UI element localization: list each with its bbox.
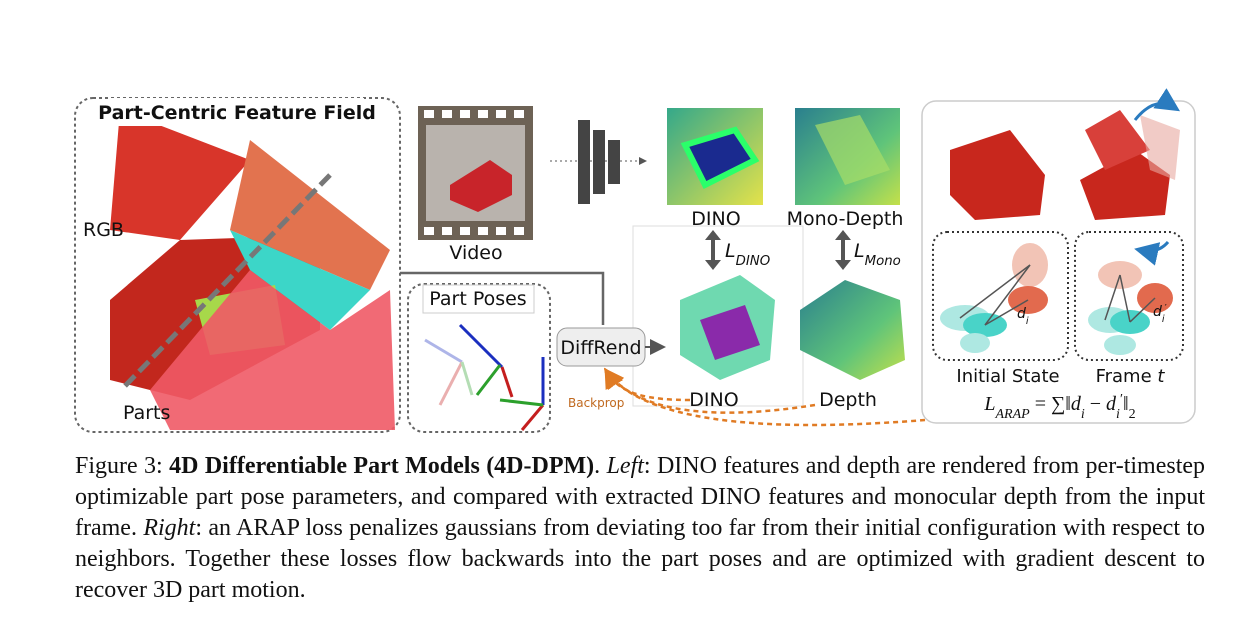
text-run: Left <box>606 453 644 479</box>
text-run: 4D Differentiable Part Models (4D-DPM) <box>169 453 595 479</box>
text-run: : an ARAP loss penalizes gaussians from … <box>75 515 1205 603</box>
video-label: Video <box>449 242 502 264</box>
backprop-label: Backprop <box>568 396 624 410</box>
text-run: d <box>1106 393 1117 415</box>
pose-connector <box>400 271 605 325</box>
text-run: ′ <box>1165 303 1167 314</box>
initial-label: Initial State <box>956 366 1059 387</box>
dino-chest <box>680 126 760 190</box>
text-run: : DINO features and depth are rendered f… <box>75 453 1206 541</box>
text-run: . <box>594 453 607 479</box>
mono-loss: LMono <box>854 240 901 269</box>
arap-loss: LARAP = ∑‖di − di′‖2 <box>983 392 1135 422</box>
text-run: i <box>1081 407 1085 422</box>
loss-arrows <box>711 240 845 260</box>
panel-title: Part-Centric Feature Field <box>98 102 376 124</box>
depth-chest <box>815 115 890 185</box>
text-run: L <box>983 393 995 415</box>
frame-label: Frame t <box>1096 366 1166 387</box>
text-run: Mono <box>865 254 901 269</box>
text-run: i <box>1026 316 1029 327</box>
text-run: Figure 3: <box>75 453 170 479</box>
text-run: i <box>1116 407 1120 422</box>
backprop-arrows <box>603 367 926 427</box>
dino-target-label: DINO <box>691 208 740 230</box>
depth-target-label: Mono-Depth <box>787 208 904 230</box>
text-run: t <box>1157 366 1165 387</box>
text-run: d <box>1071 393 1082 415</box>
distance-prime: di′ <box>1153 303 1167 325</box>
rgb-label: RGB <box>83 219 124 241</box>
caption: Figure 3: 4D Differentiable Part Models … <box>75 451 1205 606</box>
text-run: ′ <box>1120 392 1123 407</box>
video-filmstrip: Video <box>418 106 533 264</box>
arap-panel: di di′ Initial State Frame t LARAP = ∑‖d… <box>921 88 1196 424</box>
parts-label: Parts <box>123 402 170 424</box>
text-run: i <box>1162 314 1165 325</box>
text-run: = ∑‖ <box>1030 393 1071 415</box>
depth-render-label: Depth <box>819 389 877 411</box>
text-run: L <box>854 240 865 262</box>
text-run: DINO <box>736 254 771 269</box>
rendered-depth <box>800 280 905 380</box>
figure: Part-Centric Feature Field RGB Parts Vid… <box>74 88 1196 433</box>
text-run: − <box>1085 393 1106 415</box>
text-run: Frame <box>1096 366 1158 387</box>
text-run: ARAP <box>995 407 1031 422</box>
text-run: 2 <box>1129 407 1136 422</box>
distance: di <box>1017 306 1029 327</box>
text-run: d <box>1017 306 1026 322</box>
text-run: d <box>1153 304 1162 320</box>
feature-field-panel: Part-Centric Feature Field RGB Parts <box>74 97 401 433</box>
text-run: L <box>725 240 736 262</box>
diffrend-label: DiffRend <box>560 337 641 359</box>
dino-loss: LDINO <box>725 240 770 269</box>
dino-render-label: DINO <box>689 389 738 411</box>
text-run: ‖ <box>1123 393 1129 415</box>
text-run: Right <box>143 515 196 541</box>
part-poses-panel: Part Poses <box>407 283 551 433</box>
part-poses-label: Part Poses <box>429 288 526 310</box>
encoder <box>578 120 620 204</box>
